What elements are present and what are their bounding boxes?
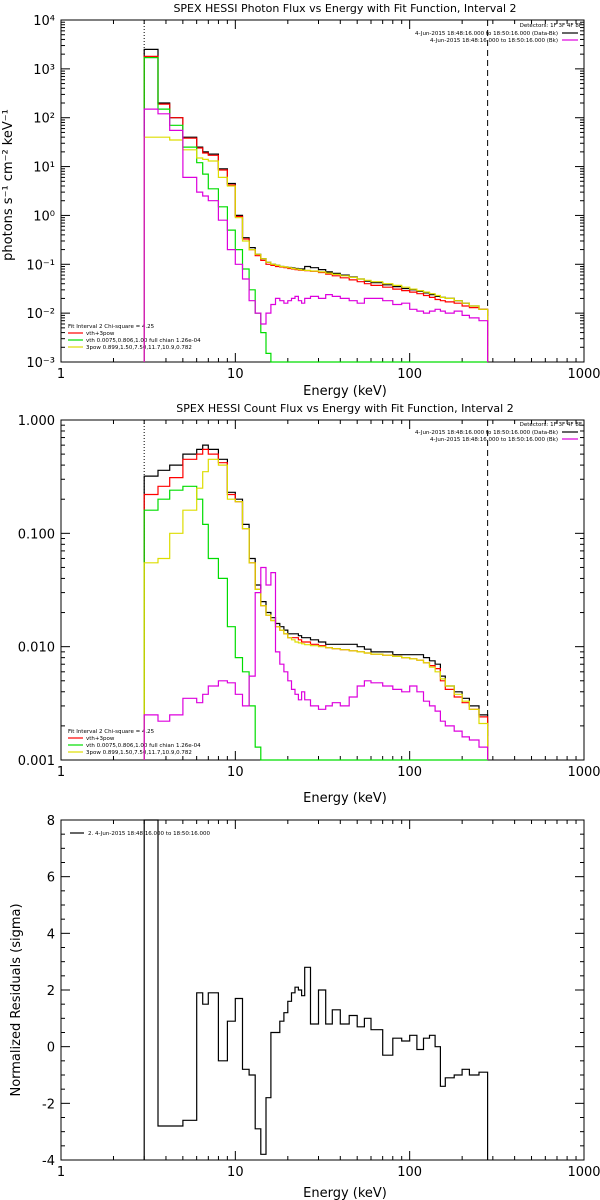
x-tick-label: 100 (397, 1165, 422, 1180)
photon-flux-chart: SPEX HESSI Photon Flux vs Energy with Fi… (1, 2, 600, 399)
y-tick-label: 10² (33, 112, 55, 127)
photon-flux-legend-fit: Fit Interval 2 Chi-square = 4.25 vth+3po… (68, 324, 201, 351)
legend-3pow-text: 3pow 0.899,1.50,7.50,11.7,10.9,0.782 (86, 750, 192, 756)
y-tick-label: 0 (47, 1041, 55, 1056)
y-tick-label: 2 (47, 984, 55, 999)
residuals-ylabel: Normalized Residuals (sigma) (9, 903, 24, 1096)
series-bk (143, 448, 489, 760)
y-tick-label: 10⁻³ (26, 356, 55, 371)
y-ticks: 10⁻³ 10⁻² 10⁻¹ 10⁰ 10¹ 10² 10³ 10⁴ (26, 14, 584, 371)
legend-fit-interval-text: Fit Interval 2 Chi-square = 4.25 (68, 729, 155, 735)
y-tick-label: 0.001 (18, 754, 55, 769)
residuals-chart: Energy (keV) Normalized Residuals (sigma… (9, 814, 600, 1200)
series-spl (143, 458, 489, 760)
y-tick-label: 0.010 (18, 641, 55, 656)
legend-3pow-text: 3pow 0.899,1.50,7.50,11.7,10.9,0.782 (86, 345, 192, 351)
y-tick-label: 10⁴ (33, 14, 55, 29)
x-tick-label: 100 (397, 765, 422, 780)
y-ticks: 0.001 0.010 0.100 1.000 (18, 414, 584, 769)
x-ticks: 1 10 100 1000 (57, 20, 600, 382)
legend-bk-text: 4-Jun-2015 18:48:16.000 to 18:50:16.000 … (430, 437, 558, 443)
y-tick-label: 0.100 (18, 527, 55, 542)
count-flux-legend-detectors: Detectors: 1F 3F 4F 8F 4-Jun-2015 18:48:… (415, 422, 582, 443)
count-flux-title: SPEX HESSI Count Flux vs Energy with Fit… (176, 402, 513, 415)
legend-data-bk-text: 4-Jun-2015 18:48:16.000 to 18:50:16.000 … (415, 31, 558, 37)
photon-flux-legend-detectors: Detectors: 1F 3F 4F 8F 4-Jun-2015 18:48:… (415, 23, 582, 44)
x-tick-label: 10 (227, 765, 244, 780)
y-tick-label: 4 (47, 927, 55, 942)
y-tick-label: 1.000 (18, 414, 55, 429)
y-tick-label: 6 (47, 871, 55, 886)
legend-model-text: vth+3pow (86, 331, 115, 337)
y-tick-label: 10³ (33, 63, 55, 78)
y-tick-label: 10¹ (33, 161, 55, 176)
x-tick-label: 1000 (567, 367, 600, 382)
y-tick-label: 10⁻² (26, 307, 55, 322)
legend-vth-text: vth 0.0075,0.806,1.00 full chian 1.26e-0… (86, 743, 201, 749)
y-tick-label: 10⁻¹ (26, 258, 55, 273)
y-tick-label: -4 (42, 1154, 55, 1169)
legend-model-text: vth+3pow (86, 736, 115, 742)
residuals-xlabel: Energy (keV) (303, 1186, 387, 1200)
y-ticks: -4 -2 0 2 4 6 8 (42, 814, 584, 1169)
series-fit (143, 108, 489, 362)
series-bk (143, 55, 489, 362)
x-ticks: 1 10 100 1000 (57, 820, 600, 1180)
x-tick-label: 1000 (567, 765, 600, 780)
y-tick-label: 10⁰ (33, 209, 55, 224)
photon-flux-xlabel: Energy (keV) (303, 384, 387, 399)
legend-bk-text: 4-Jun-2015 18:48:16.000 to 18:50:16.000 … (430, 38, 558, 44)
x-ticks: 1 10 100 1000 (57, 420, 600, 780)
photon-flux-title: SPEX HESSI Photon Flux vs Energy with Fi… (173, 2, 516, 15)
series-spl (143, 136, 489, 362)
y-tick-label: -2 (42, 1097, 55, 1112)
count-flux-legend-fit: Fit Interval 2 Chi-square = 4.25 vth+3po… (68, 729, 201, 756)
x-tick-label: 100 (397, 367, 422, 382)
x-tick-label: 10 (227, 367, 244, 382)
series-vth (143, 57, 488, 363)
y-tick-label: 8 (47, 814, 55, 829)
count-flux-xlabel: Energy (keV) (303, 791, 387, 806)
legend-detectors-text: Detectors: 1F 3F 4F 8F (520, 23, 582, 29)
x-tick-label: 10 (227, 1165, 244, 1180)
series-data (143, 819, 489, 1160)
legend-data-bk-text: 4-Jun-2015 18:48:16.000 to 18:50:16.000 … (415, 430, 558, 436)
x-tick-label: 1000 (567, 1165, 600, 1180)
legend-vth-text: vth 0.0075,0.806,1.00 full chian 1.26e-0… (86, 338, 201, 344)
series-data (143, 48, 489, 362)
series-data (143, 444, 489, 760)
series-vth (143, 485, 488, 761)
x-tick-label: 1 (57, 765, 65, 780)
photon-flux-ylabel: photons s⁻¹ cm⁻² keV⁻¹ (1, 109, 16, 261)
legend-detectors-text: Detectors: 1F 3F 4F 8F (520, 422, 582, 428)
residuals-legend-text: 2. 4-Jun-2015 18:48:16.000 to 18:50:16.0… (88, 831, 211, 837)
plot-frame (60, 19, 585, 363)
series-fit (143, 566, 489, 760)
x-tick-label: 1 (57, 367, 65, 382)
legend-fit-interval-text: Fit Interval 2 Chi-square = 4.25 (68, 324, 155, 330)
x-tick-label: 1 (57, 1165, 65, 1180)
count-flux-chart: SPEX HESSI Count Flux vs Energy with Fit… (18, 402, 600, 806)
